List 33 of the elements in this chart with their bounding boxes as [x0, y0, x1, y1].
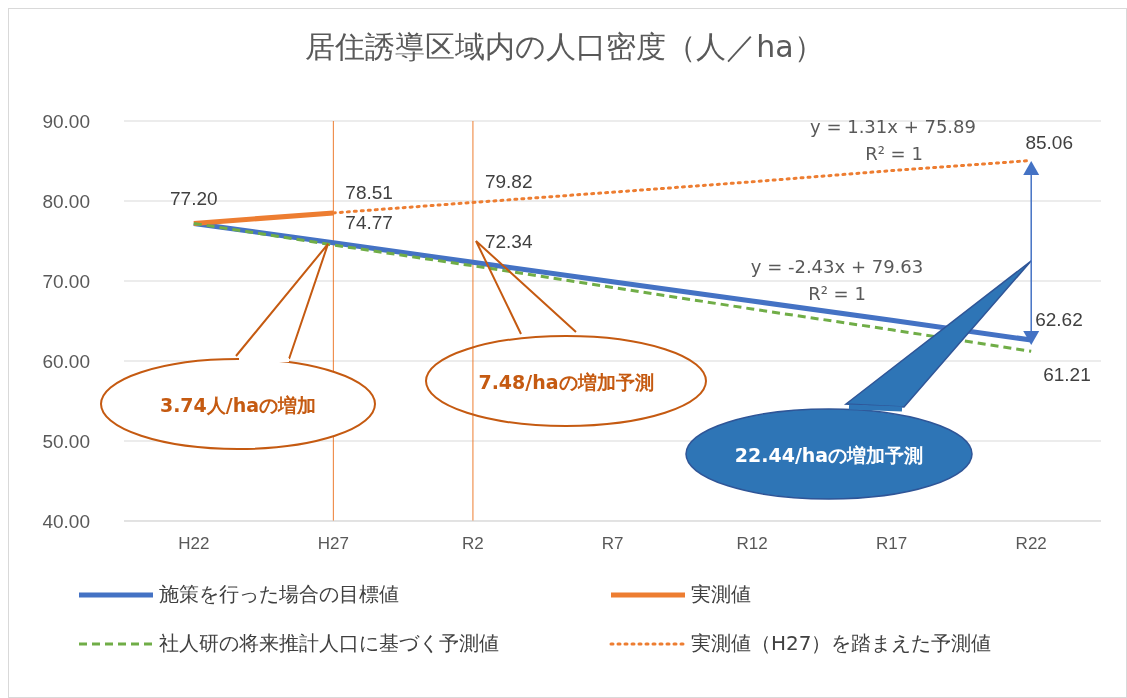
- data-label: 74.77: [345, 211, 393, 233]
- data-label: 79.82: [484, 171, 533, 193]
- legend-label: 社人研の将来推計人口に基づく予測値: [159, 630, 499, 657]
- annotation: 22.44/haの増加予測: [734, 444, 924, 466]
- data-label: 85.06: [1025, 131, 1073, 153]
- y-tick-label: 80.00: [42, 190, 90, 212]
- data-label: 72.34: [484, 231, 533, 253]
- x-tick-label: R17: [876, 534, 908, 554]
- data-label: 77.20: [170, 188, 218, 210]
- annotation: 7.48/haの増加予測: [478, 371, 654, 393]
- x-tick-label: H22: [178, 534, 210, 554]
- annotation: R² = 1: [865, 143, 923, 164]
- y-tick-label: 60.00: [42, 350, 90, 372]
- data-label: 62.62: [1035, 309, 1083, 331]
- x-tick-label: R2: [462, 534, 484, 554]
- annotation: y = -2.43x + 79.63: [750, 256, 924, 277]
- annotation: y = 1.31x + 75.89: [810, 116, 976, 137]
- annotation: R² = 1: [808, 283, 866, 304]
- y-tick-label: 90.00: [42, 110, 90, 132]
- y-tick-label: 50.00: [42, 430, 90, 452]
- y-tick-label: 40.00: [42, 510, 90, 532]
- chart-title: 居住誘導区域内の人口密度（人／ha）: [304, 28, 825, 66]
- data-label: 61.21: [1043, 364, 1091, 386]
- annotation: 3.74人/haの増加: [159, 394, 317, 416]
- x-tick-label: R12: [736, 534, 768, 554]
- data-label: 78.51: [345, 181, 393, 203]
- y-tick-label: 70.00: [42, 270, 90, 292]
- x-tick-label: R22: [1015, 534, 1047, 554]
- legend-label: 実測値（H27）を踏まえた予測値: [691, 630, 992, 657]
- x-tick-label: R7: [601, 534, 624, 554]
- x-tick-label: H27: [317, 534, 349, 554]
- legend-label: 実測値: [691, 581, 751, 608]
- legend-label: 施策を行った場合の目標値: [159, 581, 399, 608]
